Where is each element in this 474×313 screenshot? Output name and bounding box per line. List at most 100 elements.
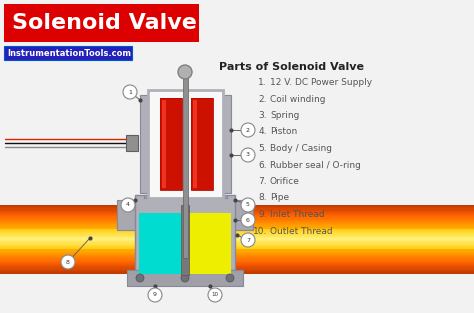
Text: 4.: 4. — [258, 127, 267, 136]
Text: Outlet Thread: Outlet Thread — [270, 227, 333, 235]
Bar — [0, 255, 474, 257]
Circle shape — [208, 288, 222, 302]
Bar — [191, 98, 213, 190]
Text: Coil winding: Coil winding — [270, 95, 326, 104]
Bar — [160, 98, 182, 190]
Bar — [148, 90, 223, 198]
Bar — [191, 98, 213, 190]
Bar — [191, 98, 213, 190]
Text: Inlet Thread: Inlet Thread — [270, 210, 325, 219]
Text: 1: 1 — [128, 90, 132, 95]
Bar — [0, 246, 474, 248]
Circle shape — [121, 198, 135, 212]
Circle shape — [241, 148, 255, 162]
Text: Pipe: Pipe — [270, 193, 289, 203]
Text: 7.: 7. — [258, 177, 267, 186]
Bar — [0, 238, 474, 239]
Bar — [0, 272, 474, 274]
Bar — [0, 254, 474, 255]
Text: Body / Casing: Body / Casing — [270, 144, 332, 153]
Bar — [140, 95, 148, 193]
Bar — [0, 271, 474, 273]
Bar — [0, 229, 474, 230]
Bar — [0, 252, 474, 253]
Bar — [0, 247, 474, 249]
Bar — [160, 98, 182, 190]
Bar — [191, 98, 213, 190]
Bar — [0, 212, 474, 213]
Bar — [160, 98, 182, 190]
Bar — [191, 98, 213, 190]
Bar — [0, 228, 474, 229]
Bar — [0, 265, 474, 267]
Circle shape — [123, 85, 137, 99]
Text: 3: 3 — [246, 152, 250, 157]
Text: 7: 7 — [246, 238, 250, 243]
Bar — [191, 98, 213, 190]
Bar — [0, 211, 474, 212]
Bar — [0, 230, 474, 232]
Text: 2: 2 — [246, 127, 250, 132]
Bar — [0, 218, 474, 219]
Bar — [160, 98, 182, 190]
Bar — [0, 243, 474, 244]
Bar — [160, 98, 182, 190]
Bar — [0, 253, 474, 254]
Bar — [4, 46, 132, 60]
Bar — [4, 4, 199, 42]
Bar — [0, 234, 474, 236]
Bar — [0, 258, 474, 260]
Bar — [191, 98, 213, 190]
Bar — [0, 223, 474, 225]
Bar — [0, 205, 474, 207]
Bar — [160, 98, 182, 190]
Bar — [181, 205, 189, 275]
Bar — [144, 195, 227, 198]
Circle shape — [241, 233, 255, 247]
Bar — [135, 195, 235, 270]
Bar — [160, 98, 182, 190]
Text: Piston: Piston — [270, 127, 297, 136]
Circle shape — [181, 274, 189, 282]
Bar — [160, 98, 182, 190]
Text: 9.: 9. — [258, 210, 267, 219]
Bar — [0, 221, 474, 223]
Bar — [0, 269, 474, 270]
Bar — [117, 200, 135, 230]
Text: 6.: 6. — [258, 161, 267, 170]
Bar — [0, 245, 474, 246]
Text: 8: 8 — [66, 259, 70, 264]
Bar — [183, 72, 188, 258]
Bar — [191, 98, 213, 190]
Bar — [0, 208, 474, 210]
Bar — [0, 264, 474, 266]
Circle shape — [226, 274, 234, 282]
Bar — [160, 98, 182, 190]
Bar — [0, 241, 474, 243]
Bar — [223, 95, 231, 193]
Bar — [191, 98, 213, 190]
Bar — [191, 98, 213, 190]
Text: 10.: 10. — [253, 227, 267, 235]
Bar — [0, 236, 474, 237]
Bar — [0, 261, 474, 262]
Bar — [160, 98, 182, 190]
Text: 5: 5 — [246, 203, 250, 208]
Text: Solenoid Valve: Solenoid Valve — [12, 13, 197, 33]
Text: 10: 10 — [211, 293, 219, 297]
Bar — [0, 262, 474, 264]
Bar — [0, 248, 474, 250]
Bar — [0, 209, 474, 211]
Bar — [127, 270, 243, 286]
Circle shape — [148, 288, 162, 302]
Bar — [0, 214, 474, 216]
Bar — [0, 250, 474, 252]
Bar — [191, 98, 213, 190]
Text: 6: 6 — [246, 218, 250, 223]
Bar — [0, 220, 474, 221]
Bar — [0, 240, 474, 242]
Bar — [162, 100, 166, 188]
Bar — [160, 98, 182, 190]
Text: 5.: 5. — [258, 144, 267, 153]
Bar — [160, 98, 182, 190]
